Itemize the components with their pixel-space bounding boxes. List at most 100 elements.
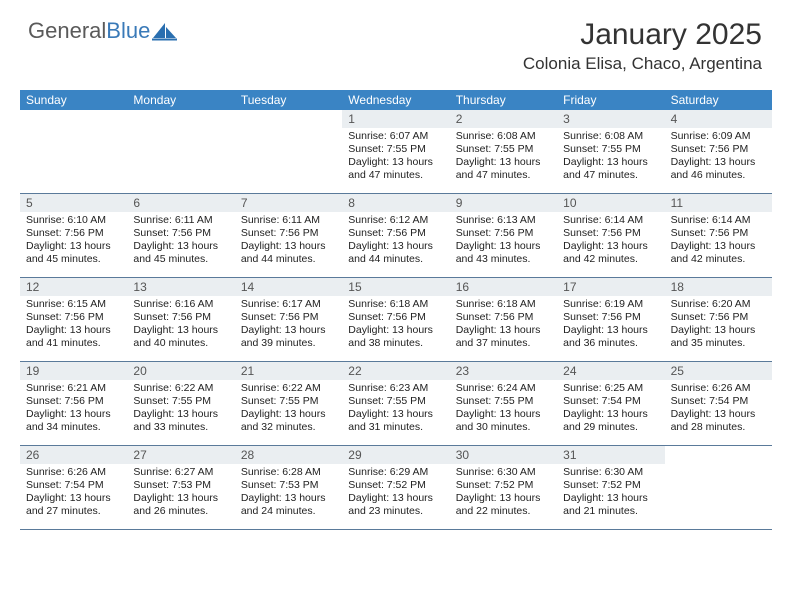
day-data: Sunrise: 6:26 AMSunset: 7:54 PMDaylight:… <box>20 464 127 523</box>
daylight-line: Daylight: 13 hours and 24 minutes. <box>241 492 336 518</box>
sunset-line: Sunset: 7:55 PM <box>348 395 443 408</box>
sunrise-line: Sunrise: 6:19 AM <box>563 298 658 311</box>
day-number: 24 <box>557 362 664 380</box>
sunrise-line: Sunrise: 6:08 AM <box>563 130 658 143</box>
sunset-line: Sunset: 7:52 PM <box>348 479 443 492</box>
sunset-line: Sunset: 7:55 PM <box>563 143 658 156</box>
sunset-line: Sunset: 7:56 PM <box>26 227 121 240</box>
title-block: January 2025 Colonia Elisa, Chaco, Argen… <box>523 18 762 74</box>
sunset-line: Sunset: 7:53 PM <box>133 479 228 492</box>
calendar-cell: 12Sunrise: 6:15 AMSunset: 7:56 PMDayligh… <box>20 278 127 362</box>
day-data: Sunrise: 6:07 AMSunset: 7:55 PMDaylight:… <box>342 128 449 187</box>
day-number: 3 <box>557 110 664 128</box>
sunset-line: Sunset: 7:53 PM <box>241 479 336 492</box>
sunrise-line: Sunrise: 6:13 AM <box>456 214 551 227</box>
day-number: 8 <box>342 194 449 212</box>
daylight-line: Daylight: 13 hours and 28 minutes. <box>671 408 766 434</box>
sunset-line: Sunset: 7:55 PM <box>348 143 443 156</box>
day-data: Sunrise: 6:29 AMSunset: 7:52 PMDaylight:… <box>342 464 449 523</box>
calendar-cell: 15Sunrise: 6:18 AMSunset: 7:56 PMDayligh… <box>342 278 449 362</box>
day-data: Sunrise: 6:15 AMSunset: 7:56 PMDaylight:… <box>20 296 127 355</box>
sunrise-line: Sunrise: 6:17 AM <box>241 298 336 311</box>
day-data: Sunrise: 6:22 AMSunset: 7:55 PMDaylight:… <box>127 380 234 439</box>
sunset-line: Sunset: 7:56 PM <box>26 311 121 324</box>
calendar-cell: 5Sunrise: 6:10 AMSunset: 7:56 PMDaylight… <box>20 194 127 278</box>
sunrise-line: Sunrise: 6:09 AM <box>671 130 766 143</box>
day-data: Sunrise: 6:14 AMSunset: 7:56 PMDaylight:… <box>557 212 664 271</box>
logo-word-2: Blue <box>106 18 150 43</box>
sunset-line: Sunset: 7:56 PM <box>671 143 766 156</box>
sunrise-line: Sunrise: 6:16 AM <box>133 298 228 311</box>
calendar-cell: 31Sunrise: 6:30 AMSunset: 7:52 PMDayligh… <box>557 446 664 530</box>
sunset-line: Sunset: 7:56 PM <box>348 227 443 240</box>
day-data: Sunrise: 6:22 AMSunset: 7:55 PMDaylight:… <box>235 380 342 439</box>
day-data: Sunrise: 6:19 AMSunset: 7:56 PMDaylight:… <box>557 296 664 355</box>
sunset-line: Sunset: 7:55 PM <box>241 395 336 408</box>
day-data: Sunrise: 6:18 AMSunset: 7:56 PMDaylight:… <box>450 296 557 355</box>
dayhead-thu: Thursday <box>450 90 557 110</box>
daylight-line: Daylight: 13 hours and 34 minutes. <box>26 408 121 434</box>
calendar-cell: 2Sunrise: 6:08 AMSunset: 7:55 PMDaylight… <box>450 110 557 194</box>
day-number: 19 <box>20 362 127 380</box>
daylight-line: Daylight: 13 hours and 42 minutes. <box>671 240 766 266</box>
daylight-line: Daylight: 13 hours and 23 minutes. <box>348 492 443 518</box>
daylight-line: Daylight: 13 hours and 32 minutes. <box>241 408 336 434</box>
dayhead-tue: Tuesday <box>235 90 342 110</box>
daylight-line: Daylight: 13 hours and 41 minutes. <box>26 324 121 350</box>
calendar-cell: 20Sunrise: 6:22 AMSunset: 7:55 PMDayligh… <box>127 362 234 446</box>
day-data: Sunrise: 6:09 AMSunset: 7:56 PMDaylight:… <box>665 128 772 187</box>
sunset-line: Sunset: 7:52 PM <box>456 479 551 492</box>
daylight-line: Daylight: 13 hours and 36 minutes. <box>563 324 658 350</box>
sunrise-line: Sunrise: 6:27 AM <box>133 466 228 479</box>
day-number: 25 <box>665 362 772 380</box>
day-data: Sunrise: 6:28 AMSunset: 7:53 PMDaylight:… <box>235 464 342 523</box>
day-data: Sunrise: 6:11 AMSunset: 7:56 PMDaylight:… <box>235 212 342 271</box>
sunrise-line: Sunrise: 6:08 AM <box>456 130 551 143</box>
daylight-line: Daylight: 13 hours and 46 minutes. <box>671 156 766 182</box>
day-number: 23 <box>450 362 557 380</box>
sunset-line: Sunset: 7:56 PM <box>563 311 658 324</box>
day-number: 9 <box>450 194 557 212</box>
daylight-line: Daylight: 13 hours and 42 minutes. <box>563 240 658 266</box>
daylight-line: Daylight: 13 hours and 31 minutes. <box>348 408 443 434</box>
sunrise-line: Sunrise: 6:18 AM <box>348 298 443 311</box>
calendar-week: 12Sunrise: 6:15 AMSunset: 7:56 PMDayligh… <box>20 278 772 362</box>
dayhead-fri: Friday <box>557 90 664 110</box>
day-number: 28 <box>235 446 342 464</box>
sunrise-line: Sunrise: 6:14 AM <box>671 214 766 227</box>
logo-word-1: General <box>28 18 106 43</box>
daylight-line: Daylight: 13 hours and 47 minutes. <box>563 156 658 182</box>
dayhead-sun: Sunday <box>20 90 127 110</box>
sunrise-line: Sunrise: 6:10 AM <box>26 214 121 227</box>
sunrise-line: Sunrise: 6:15 AM <box>26 298 121 311</box>
sunset-line: Sunset: 7:54 PM <box>671 395 766 408</box>
sunrise-line: Sunrise: 6:12 AM <box>348 214 443 227</box>
day-data: Sunrise: 6:12 AMSunset: 7:56 PMDaylight:… <box>342 212 449 271</box>
sunrise-line: Sunrise: 6:11 AM <box>133 214 228 227</box>
day-data: Sunrise: 6:10 AMSunset: 7:56 PMDaylight:… <box>20 212 127 271</box>
sunset-line: Sunset: 7:56 PM <box>133 227 228 240</box>
sunrise-line: Sunrise: 6:30 AM <box>563 466 658 479</box>
calendar-cell <box>665 446 772 530</box>
daylight-line: Daylight: 13 hours and 27 minutes. <box>26 492 121 518</box>
daylight-line: Daylight: 13 hours and 47 minutes. <box>348 156 443 182</box>
calendar-cell: 10Sunrise: 6:14 AMSunset: 7:56 PMDayligh… <box>557 194 664 278</box>
calendar-week: 26Sunrise: 6:26 AMSunset: 7:54 PMDayligh… <box>20 446 772 530</box>
day-data: Sunrise: 6:16 AMSunset: 7:56 PMDaylight:… <box>127 296 234 355</box>
calendar-cell: 14Sunrise: 6:17 AMSunset: 7:56 PMDayligh… <box>235 278 342 362</box>
daylight-line: Daylight: 13 hours and 39 minutes. <box>241 324 336 350</box>
day-number: 16 <box>450 278 557 296</box>
sunset-line: Sunset: 7:54 PM <box>563 395 658 408</box>
calendar-cell: 16Sunrise: 6:18 AMSunset: 7:56 PMDayligh… <box>450 278 557 362</box>
day-number: 18 <box>665 278 772 296</box>
daylight-line: Daylight: 13 hours and 30 minutes. <box>456 408 551 434</box>
calendar-week: 1Sunrise: 6:07 AMSunset: 7:55 PMDaylight… <box>20 110 772 194</box>
logo-text: GeneralBlue <box>28 18 150 44</box>
calendar-cell: 6Sunrise: 6:11 AMSunset: 7:56 PMDaylight… <box>127 194 234 278</box>
daylight-line: Daylight: 13 hours and 33 minutes. <box>133 408 228 434</box>
day-data: Sunrise: 6:26 AMSunset: 7:54 PMDaylight:… <box>665 380 772 439</box>
day-number: 20 <box>127 362 234 380</box>
logo: GeneralBlue <box>28 18 178 44</box>
day-number: 17 <box>557 278 664 296</box>
calendar-cell: 9Sunrise: 6:13 AMSunset: 7:56 PMDaylight… <box>450 194 557 278</box>
